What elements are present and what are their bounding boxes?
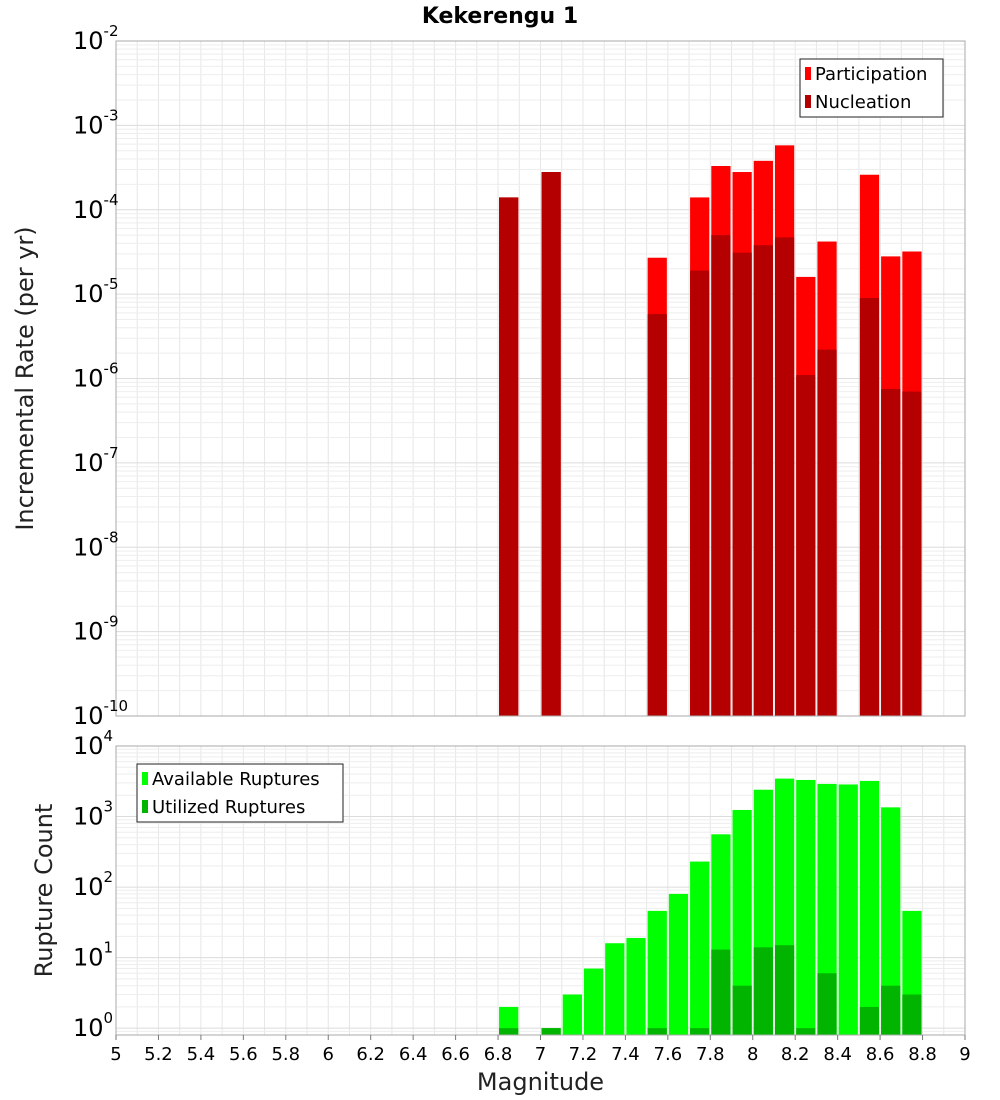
bar-nucleation	[902, 391, 922, 716]
legend-entry: Utilized Ruptures	[152, 797, 305, 818]
x-tick-label: 5.8	[271, 1044, 300, 1065]
bar-utilized-ruptures	[796, 1028, 816, 1035]
y-tick-label: 10-4	[73, 191, 119, 224]
bar-utilized-ruptures	[753, 947, 773, 1035]
y-tick-label: 10-8	[73, 528, 119, 561]
x-tick-label: 5.2	[144, 1044, 173, 1065]
top-y-axis-label: Incremental Rate (per yr)	[11, 226, 39, 530]
chart-title: Kekerengu 1	[422, 4, 578, 29]
bar-nucleation	[796, 375, 816, 716]
legend-entry: Nucleation	[815, 92, 911, 113]
bar-utilized-ruptures	[774, 945, 795, 1035]
x-tick-label: 9	[959, 1044, 970, 1065]
bar-nucleation	[817, 349, 837, 716]
bar-utilized-ruptures	[711, 949, 731, 1035]
bar-utilized-ruptures	[499, 1028, 519, 1035]
x-tick-label: 8.6	[866, 1044, 895, 1065]
legend-box	[799, 58, 944, 118]
x-tick-label: 8.8	[908, 1044, 937, 1065]
x-tick-label: 5.6	[229, 1044, 258, 1065]
bottom-y-axis-label: Rupture Count	[30, 804, 58, 978]
bottom-y-ticks: 100 101 102 103 104	[73, 727, 113, 1042]
bar-available-ruptures	[583, 968, 604, 1035]
bar-utilized-ruptures	[902, 994, 922, 1035]
top-bars	[499, 145, 922, 717]
bar-nucleation	[732, 252, 752, 716]
y-tick-label: 10-3	[73, 106, 119, 139]
y-tick-label: 103	[73, 798, 113, 831]
x-tick-label: 5.4	[187, 1044, 216, 1065]
bar-utilized-ruptures	[859, 1006, 880, 1035]
bar-nucleation	[690, 270, 710, 716]
top-grid	[115, 40, 966, 717]
bar-nucleation	[647, 314, 667, 716]
bar-available-ruptures	[690, 861, 710, 1035]
bar-available-ruptures	[881, 807, 901, 1035]
bar-nucleation	[711, 235, 731, 716]
bar-utilized-ruptures	[817, 973, 837, 1035]
legend-entry: Participation	[815, 64, 927, 85]
bar-available-ruptures	[605, 943, 625, 1035]
legend-swatch	[142, 800, 148, 813]
legend-entry: Available Ruptures	[152, 769, 320, 790]
top-y-ticks: 10-10 10-9 10-8 10-7 10-6 10-5 10-4 10-3 10-2	[73, 22, 128, 730]
x-tick-label: 7.6	[654, 1044, 683, 1065]
bottom-bars	[499, 778, 922, 1035]
y-tick-label: 10-9	[73, 613, 119, 646]
x-tick-label: 8.4	[823, 1044, 852, 1065]
bar-available-ruptures	[499, 1006, 519, 1035]
y-tick-label: 102	[73, 868, 113, 901]
bar-nucleation	[881, 389, 901, 716]
top-plot-frame	[115, 40, 966, 717]
y-tick-label: 10-6	[73, 360, 119, 393]
bar-utilized-ruptures	[647, 1028, 667, 1035]
bar-available-ruptures	[838, 784, 858, 1035]
x-tick-label: 6.8	[484, 1044, 513, 1065]
legend-swatch	[805, 95, 811, 108]
bar-available-ruptures	[859, 780, 880, 1035]
top-legend: Participation Nucleation	[799, 58, 944, 118]
bar-nucleation	[753, 245, 773, 717]
y-tick-label: 10-2	[73, 22, 119, 55]
bottom-legend: Available Ruptures Utilized Ruptures	[136, 763, 344, 823]
x-tick-label: 8	[747, 1044, 758, 1065]
bar-nucleation	[859, 297, 880, 716]
bar-utilized-ruptures	[541, 1028, 561, 1035]
x-ticks: 5 5.2 5.4 5.6 5.8 6 6.2 6.4 6.6 6.8 7 7.2 7.4 7.6 7.8 8…	[110, 1035, 971, 1065]
bar-available-ruptures	[647, 910, 667, 1035]
bar-available-ruptures	[732, 809, 752, 1035]
legend-swatch	[805, 67, 811, 80]
legend-box	[136, 763, 344, 823]
x-tick-label: 5	[110, 1044, 121, 1065]
x-tick-label: 7.4	[611, 1044, 640, 1065]
y-tick-label: 101	[73, 939, 113, 972]
x-tick-label: 8.2	[781, 1044, 810, 1065]
bar-available-ruptures	[562, 994, 582, 1035]
x-tick-label: 6	[323, 1044, 334, 1065]
bar-nucleation	[499, 197, 519, 717]
bar-available-ruptures	[626, 937, 646, 1035]
x-tick-label: 6.6	[441, 1044, 470, 1065]
bar-available-ruptures	[817, 783, 837, 1035]
x-tick-label: 7.2	[569, 1044, 598, 1065]
legend-swatch	[142, 772, 148, 785]
bar-available-ruptures	[796, 779, 816, 1035]
y-tick-label: 10-10	[73, 697, 128, 730]
x-tick-label: 7	[535, 1044, 546, 1065]
bar-utilized-ruptures	[732, 985, 752, 1035]
bar-nucleation	[774, 237, 795, 716]
x-tick-label: 6.2	[356, 1044, 385, 1065]
x-tick-label: 7.8	[696, 1044, 725, 1065]
y-tick-label: 100	[73, 1009, 113, 1042]
y-tick-label: 104	[73, 727, 113, 760]
y-tick-label: 10-7	[73, 444, 119, 477]
bar-available-ruptures	[668, 893, 689, 1035]
x-axis-label: Magnitude	[477, 1068, 604, 1096]
x-tick-label: 6.4	[399, 1044, 428, 1065]
y-tick-label: 10-5	[73, 275, 119, 308]
bar-utilized-ruptures	[690, 1028, 710, 1035]
bar-utilized-ruptures	[881, 985, 901, 1035]
bar-nucleation	[541, 172, 561, 716]
